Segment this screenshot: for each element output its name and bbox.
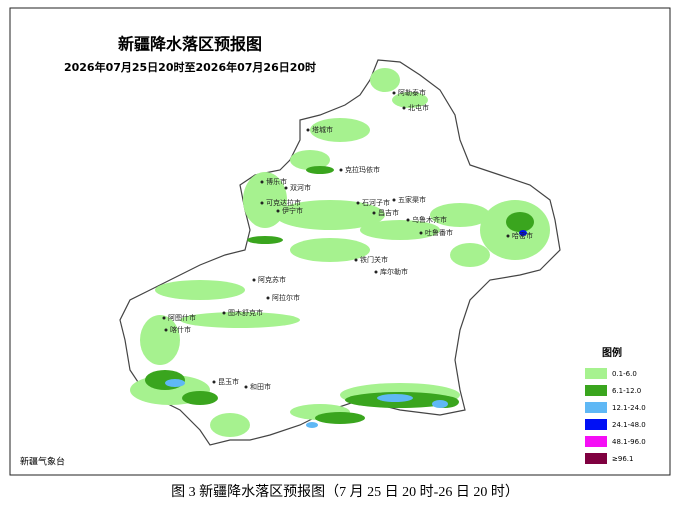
city-dot [164, 328, 168, 332]
city-label: 图木舒克市 [228, 308, 263, 317]
legend-label: ≥96.1 [612, 455, 633, 463]
city-dot [392, 91, 396, 95]
city-dot [284, 186, 288, 190]
city-label: 石河子市 [362, 198, 390, 207]
city-dot [419, 231, 423, 235]
city-label: 阿克苏市 [258, 275, 286, 284]
city-dot [406, 218, 410, 222]
city-label: 克拉玛依市 [345, 165, 380, 174]
city-label: 昌吉市 [378, 208, 399, 217]
legend-title: 图例 [602, 346, 622, 359]
legend-label: 24.1-48.0 [612, 421, 646, 429]
city-dot [276, 209, 280, 213]
city-dot [372, 211, 376, 215]
city-dot [374, 270, 378, 274]
legend-label: 12.1-24.0 [612, 404, 646, 412]
city-label: 昆玉市 [218, 377, 239, 386]
caption: 图 3 新疆降水落区预报图（7 月 25 日 20 时-26 日 20 时） [171, 484, 519, 500]
city-label: 和田市 [250, 382, 271, 391]
city-dot [306, 128, 310, 132]
city-label: 可克达拉市 [266, 198, 301, 207]
city-dot [266, 296, 270, 300]
map-title: 新疆降水落区预报图 [118, 35, 262, 54]
legend-label: 48.1-96.0 [612, 438, 646, 446]
city-label: 吐鲁番市 [425, 228, 453, 237]
city-dot [402, 106, 406, 110]
city-label: 伊宁市 [282, 206, 303, 215]
legend-swatch [585, 436, 607, 447]
source: 新疆气象台 [20, 456, 65, 468]
city-dot [392, 198, 396, 202]
legend-swatch [585, 368, 607, 379]
city-dot [354, 258, 358, 262]
city-label: 塔城市 [312, 125, 333, 134]
city-dot [356, 201, 360, 205]
city-dot [339, 168, 343, 172]
city-dot [260, 201, 264, 205]
city-label: 阿图什市 [168, 313, 196, 322]
city-label: 五家渠市 [398, 195, 426, 204]
city-label: 乌鲁木齐市 [412, 215, 447, 224]
legend-label: 0.1-6.0 [612, 370, 637, 378]
legend-swatch [585, 453, 607, 464]
map-subtitle: 2026年07月25日20时至2026年07月26日20时 [64, 60, 316, 74]
legend-swatch [585, 419, 607, 430]
city-label: 哈密市 [512, 231, 533, 240]
city-label: 北屯市 [408, 103, 429, 112]
city-label: 阿勒泰市 [398, 88, 426, 97]
city-label: 阿拉尔市 [272, 293, 300, 302]
city-label: 双河市 [290, 183, 311, 192]
city-dot [244, 385, 248, 389]
map [119, 59, 561, 446]
city-dot [252, 278, 256, 282]
city-label: 铁门关市 [360, 255, 388, 264]
city-dot [506, 234, 510, 238]
city-label: 博乐市 [266, 177, 287, 186]
city-dot [212, 380, 216, 384]
legend-swatch [585, 402, 607, 413]
city-label: 喀什市 [170, 325, 191, 334]
city-dot [260, 180, 264, 184]
city-dot [162, 316, 166, 320]
city-dot [222, 311, 226, 315]
city-label: 库尔勒市 [380, 267, 408, 276]
legend-swatch [585, 385, 607, 396]
legend-label: 6.1-12.0 [612, 387, 641, 395]
